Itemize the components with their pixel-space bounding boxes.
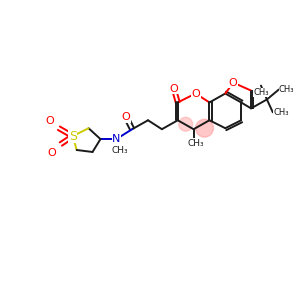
Text: CH₃: CH₃ (273, 108, 289, 117)
Text: CH₃: CH₃ (279, 85, 295, 94)
Text: CH₃: CH₃ (187, 139, 204, 148)
Text: O: O (122, 112, 130, 122)
Text: O: O (47, 148, 56, 158)
Text: O: O (191, 88, 200, 98)
Circle shape (196, 119, 213, 137)
Text: CH₃: CH₃ (253, 88, 269, 97)
Text: O: O (229, 78, 238, 88)
Text: O: O (46, 116, 54, 126)
Text: CH₃: CH₃ (112, 146, 129, 154)
Text: N: N (112, 134, 121, 144)
Circle shape (179, 117, 193, 131)
Text: O: O (169, 84, 178, 94)
Text: S: S (69, 130, 77, 142)
